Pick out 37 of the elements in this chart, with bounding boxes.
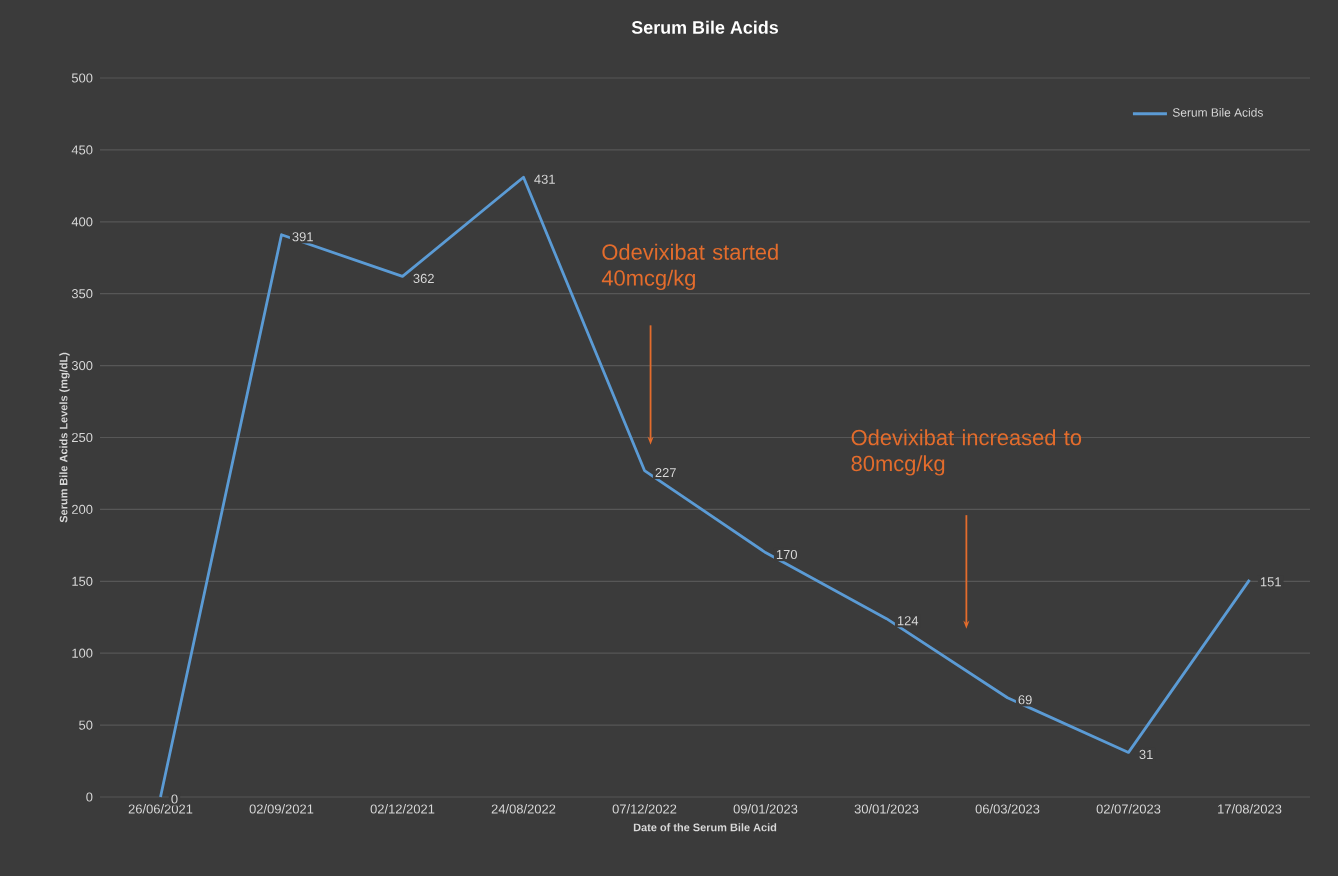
data-label: 431 xyxy=(534,174,555,184)
data-label: 151 xyxy=(1260,577,1281,587)
y-tick-label: 400 xyxy=(71,217,93,227)
x-tick-label: 17/08/2023 xyxy=(1218,804,1282,814)
data-label: 0 xyxy=(171,794,178,804)
y-tick-label: 300 xyxy=(71,361,93,371)
y-tick-label: 100 xyxy=(72,648,93,658)
data-label: 391 xyxy=(292,232,313,242)
legend-label: Serum Bile Acids xyxy=(1172,107,1263,117)
x-tick-label: 02/07/2023 xyxy=(1096,804,1161,814)
y-tick-label: 350 xyxy=(71,289,93,299)
y-tick-label: 50 xyxy=(79,720,93,730)
chart-title: Serum Bile Acids xyxy=(631,20,779,34)
y-tick-label: 150 xyxy=(72,576,93,586)
data-label: 31 xyxy=(1139,749,1153,760)
data-label: 227 xyxy=(655,468,676,478)
x-axis-title: Date of the Serum Bile Acid xyxy=(633,823,777,832)
x-tick-label: 07/12/2022 xyxy=(612,804,677,814)
y-tick-label: 200 xyxy=(72,504,93,514)
y-tick-label: 500 xyxy=(71,73,93,83)
x-tick-label: 09/01/2023 xyxy=(733,804,798,814)
data-label: 170 xyxy=(776,549,797,560)
x-tick-label: 26/06/2021 xyxy=(128,804,193,814)
y-tick-label: 250 xyxy=(72,432,93,443)
y-tick-label: 450 xyxy=(71,145,93,155)
y-tick-label: 0 xyxy=(86,792,93,802)
annotation: Odevixibat started 40mcg/kg xyxy=(601,243,778,291)
x-tick-label: 02/09/2021 xyxy=(249,804,314,814)
annotation: Odevixibat increased to 80mcg/kg xyxy=(851,429,1082,476)
y-axis-title: Serum Bile Acids Levels (mg/dL) xyxy=(59,352,70,523)
data-label: 362 xyxy=(413,273,434,284)
x-tick-label: 02/12/2021 xyxy=(370,804,435,814)
x-tick-label: 06/03/2023 xyxy=(975,804,1040,814)
data-label: 69 xyxy=(1018,695,1032,705)
x-tick-label: 24/08/2022 xyxy=(491,804,556,814)
x-tick-label: 30/01/2023 xyxy=(854,804,919,814)
data-label: 124 xyxy=(897,616,919,626)
